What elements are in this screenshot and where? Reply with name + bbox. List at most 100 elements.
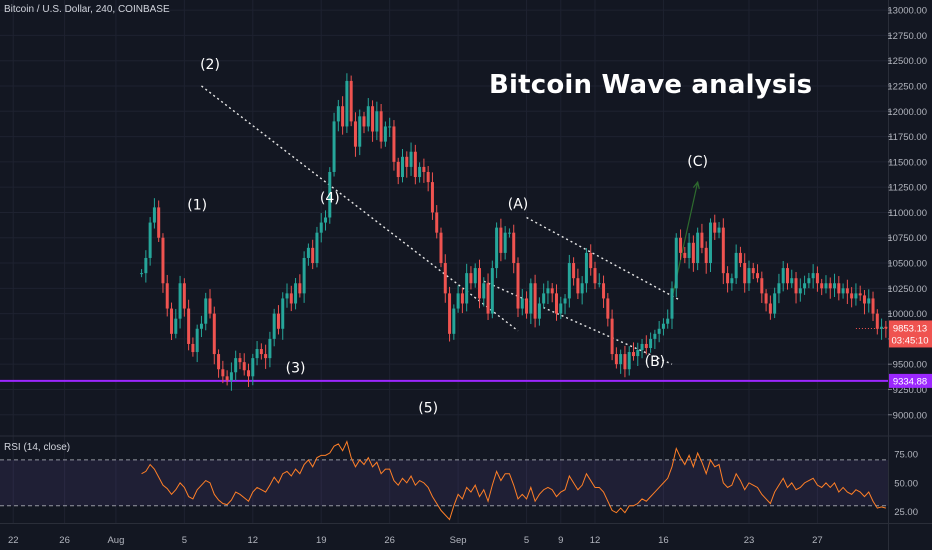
price-tick-label: 12250.00 — [887, 81, 927, 92]
time-tick-label: 26 — [59, 535, 70, 546]
rsi-line — [141, 440, 886, 521]
candle-body — [371, 106, 375, 132]
candle-body — [306, 247, 310, 258]
candle-body — [144, 257, 148, 274]
candle-body — [580, 283, 584, 294]
time-tick-label: 19 — [316, 535, 327, 546]
candle-body — [443, 263, 447, 294]
candle-body — [862, 295, 866, 304]
wave-label: (3) — [286, 360, 306, 376]
candle-body — [409, 151, 413, 167]
candle-body — [482, 283, 486, 299]
candle-body — [362, 116, 366, 127]
price-tick-label: 11250.00 — [888, 183, 927, 194]
candle-body — [405, 156, 409, 167]
candle-body — [426, 171, 430, 183]
time-tick-label: 5 — [182, 535, 187, 546]
candle-body — [448, 293, 452, 334]
candle-body — [165, 283, 169, 309]
candle-body — [516, 263, 520, 309]
candle-body — [324, 217, 328, 223]
candle-body — [341, 106, 345, 127]
candle-body — [567, 263, 571, 299]
candle-body — [559, 303, 563, 314]
candle-body — [242, 362, 246, 371]
candle-body — [589, 252, 593, 269]
candle-body — [837, 283, 841, 294]
candle-body — [157, 207, 161, 238]
candle-body — [225, 376, 229, 381]
candle-body — [375, 111, 379, 132]
candle-body — [807, 278, 811, 284]
time-tick-label: 5 — [524, 535, 529, 546]
time-tick-label: 27 — [812, 535, 823, 546]
candle-body — [148, 222, 152, 258]
candle-body — [721, 227, 725, 274]
last-price-label: 9853.13 — [893, 323, 927, 334]
candle-body — [828, 283, 832, 289]
candle-body — [811, 273, 815, 279]
candle-body — [593, 268, 597, 284]
candle-body — [614, 354, 618, 365]
candle-body — [507, 232, 511, 234]
price-tick-label: 12000.00 — [887, 107, 927, 118]
price-tick-label: 12500.00 — [887, 56, 927, 67]
candle-body — [276, 313, 280, 329]
time-tick-label: 12 — [590, 535, 601, 546]
candle-body — [871, 298, 875, 314]
candle-body — [691, 242, 695, 264]
candle-body — [430, 182, 434, 213]
candle-body — [199, 323, 203, 329]
candle-body — [495, 227, 499, 269]
candle-body — [657, 328, 661, 334]
candle-body — [392, 126, 396, 162]
candle-body — [336, 106, 340, 122]
candle-body — [674, 237, 678, 289]
candle-body — [289, 293, 293, 304]
candle-body — [315, 232, 319, 264]
candle-body — [619, 354, 623, 365]
candle-body — [525, 298, 529, 314]
candle-body — [640, 343, 644, 351]
candle-body — [584, 252, 588, 284]
candle-body — [187, 308, 191, 344]
candle-body — [738, 252, 742, 264]
candle-body — [465, 273, 469, 304]
candle-body — [469, 273, 473, 284]
candle-body — [533, 283, 537, 319]
candle-body — [178, 283, 182, 319]
candle-body — [478, 268, 481, 299]
wave-label: (B) — [645, 354, 666, 370]
candle-body — [460, 293, 464, 304]
candle-body — [803, 283, 807, 289]
candle-body — [388, 126, 392, 128]
candle-body — [396, 161, 400, 178]
time-tick-label: 22 — [8, 535, 19, 546]
candle-body — [777, 283, 781, 294]
candle-body — [572, 263, 576, 279]
candle-body — [756, 273, 760, 279]
candle-body — [418, 166, 422, 178]
candle-body — [473, 268, 477, 284]
support-price-tag — [889, 373, 932, 388]
candle-body — [182, 283, 186, 309]
support-price-label: 9334.88 — [893, 376, 927, 387]
candle-body — [499, 227, 503, 253]
price-tick-label: 9250.00 — [893, 385, 927, 396]
candle-body — [554, 293, 558, 314]
candle-body — [229, 372, 233, 381]
wave-label: (2) — [200, 57, 220, 73]
candle-body — [841, 288, 845, 294]
rsi-pane — [0, 435, 932, 521]
candle-body — [687, 242, 691, 258]
candle-body — [255, 349, 259, 359]
candle-body — [550, 288, 554, 294]
wave-labels: (1) (2) (3) (4) (5) (A) (B) (C) — [187, 57, 708, 417]
candle-body — [272, 313, 276, 339]
candle-body — [824, 283, 828, 289]
candle-body — [281, 298, 285, 329]
candle-body — [850, 293, 854, 299]
candle-body — [456, 293, 460, 309]
rsi-tick-label: 50.00 — [894, 478, 918, 489]
